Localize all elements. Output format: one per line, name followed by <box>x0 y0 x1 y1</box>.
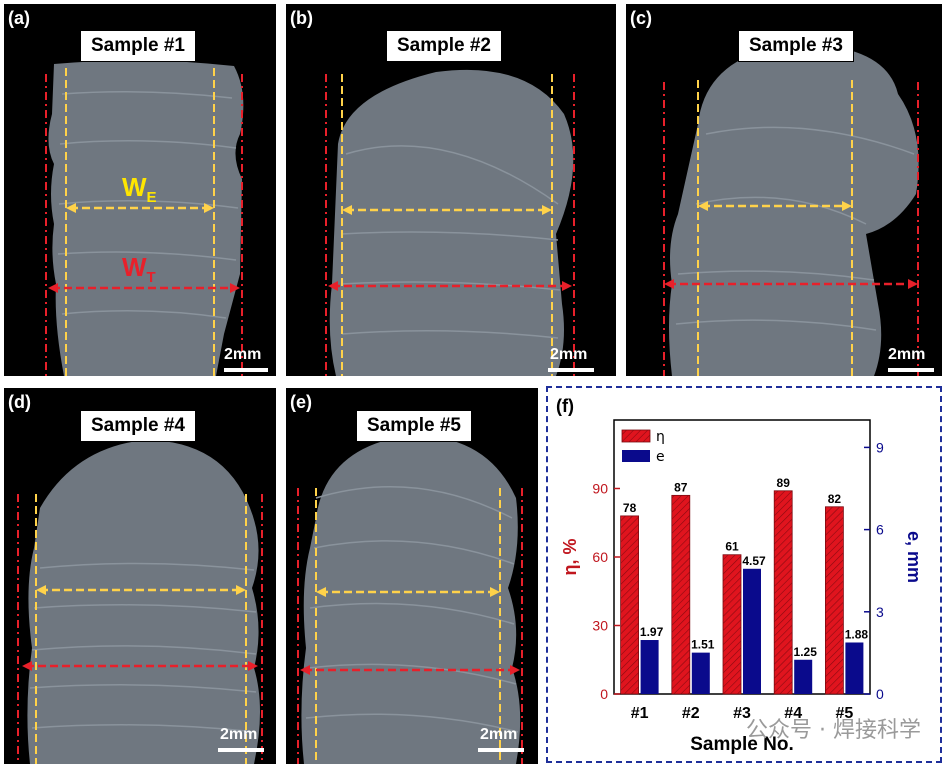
bar-eta <box>671 494 691 695</box>
panel-tag: (c) <box>630 8 652 28</box>
x-tick-label: #4 <box>784 705 802 722</box>
sample-title: Sample #4 <box>80 410 196 442</box>
bar-eta <box>773 490 793 695</box>
scale-bar <box>888 368 934 372</box>
weld-cross-section-a <box>45 60 244 376</box>
y-axis-title-left: η, % <box>560 538 580 575</box>
data-label-eta: 78 <box>623 501 637 515</box>
panel-a: (a) Sample #1 WE WT 2mm <box>4 4 276 376</box>
y-tick-label-right: 6 <box>876 522 884 538</box>
bar-chart: (f) 78 1.97 #1 87 1.51 #2 614.57 #3 89 1.25 #4 82 1.8… <box>556 396 924 755</box>
data-label-e: 4.57 <box>742 554 766 568</box>
x-tick-label: #3 <box>733 705 751 722</box>
bar-e <box>845 642 864 694</box>
watermark: 公众号 · 焊接科学 <box>746 718 921 743</box>
x-axis-title: Sample No. <box>690 734 793 755</box>
y-tick-label-right: 3 <box>876 604 884 620</box>
data-label-eta: 82 <box>828 492 842 506</box>
legend-swatch-e <box>622 450 650 462</box>
panel-b: (b) Sample #2 2mm <box>286 4 616 376</box>
y-tick-label-left: 60 <box>592 549 608 565</box>
data-label-e: 1.97 <box>640 625 664 639</box>
sample-title: Sample #5 <box>356 410 472 442</box>
x-tick-label: #2 <box>682 705 700 722</box>
data-label-e: 1.88 <box>845 627 869 641</box>
weld-cross-section-c <box>663 44 919 376</box>
legend-label-eta: η <box>656 429 665 445</box>
scale-bar <box>548 368 594 372</box>
legend-swatch-eta <box>621 429 651 443</box>
data-label-e: 1.25 <box>794 645 818 659</box>
y-tick-label-left: 30 <box>592 618 608 634</box>
x-tick-label: #1 <box>631 705 649 722</box>
panel-tag: (d) <box>8 392 31 412</box>
sample-title: Sample #3 <box>738 30 854 62</box>
y-tick-label-right: 9 <box>876 439 884 455</box>
bar-e <box>794 659 813 694</box>
y-tick-label-right: 0 <box>876 686 884 702</box>
scale-bar <box>478 748 524 752</box>
legend-label-e: e <box>656 449 665 465</box>
bar-e <box>640 640 659 694</box>
panel-d: (d) Sample #4 2mm <box>4 388 276 764</box>
scale-label: 2mm <box>480 726 518 743</box>
panel-tag: (b) <box>290 8 313 28</box>
data-label-e: 1.51 <box>691 638 715 652</box>
scale-bar <box>218 748 264 752</box>
panel-tag: (e) <box>290 392 312 412</box>
we-label: WE <box>122 172 157 207</box>
wt-label: WT <box>122 252 156 287</box>
chart-panel: (f) 78 1.97 #1 87 1.51 #2 61 4.57 #3 89 1.25 #4 82 1.8… <box>546 386 942 763</box>
data-label-eta: 87 <box>674 480 688 494</box>
bar-e <box>691 652 710 694</box>
bar-eta <box>620 515 639 695</box>
panel-tag: (f) <box>556 396 574 416</box>
panel-tag: (a) <box>8 8 30 28</box>
bar-eta <box>722 554 742 695</box>
panel-e: (e) Sample #5 2mm <box>286 388 538 764</box>
scale-label: 2mm <box>888 346 926 363</box>
y-axis-title-right: e, mm <box>904 531 924 583</box>
weld-cross-section-b <box>325 69 575 376</box>
scale-bar <box>224 368 268 372</box>
data-label-eta: 61 <box>725 540 739 554</box>
weld-cross-section-d <box>17 440 263 764</box>
panel-c: (c) Sample #3 2mm <box>626 4 942 376</box>
y-tick-label-left: 0 <box>600 686 608 702</box>
scale-label: 2mm <box>220 726 258 743</box>
bar-eta <box>824 506 844 695</box>
scale-label: 2mm <box>550 346 588 363</box>
y-tick-label-left: 90 <box>592 481 608 497</box>
bar-e <box>743 568 761 694</box>
data-label-eta: 89 <box>777 476 791 490</box>
weld-cross-section-e <box>297 435 523 764</box>
sample-title: Sample #2 <box>386 30 502 62</box>
x-tick-label: #5 <box>836 705 854 722</box>
scale-label: 2mm <box>224 346 262 363</box>
sample-title: Sample #1 <box>80 30 196 62</box>
